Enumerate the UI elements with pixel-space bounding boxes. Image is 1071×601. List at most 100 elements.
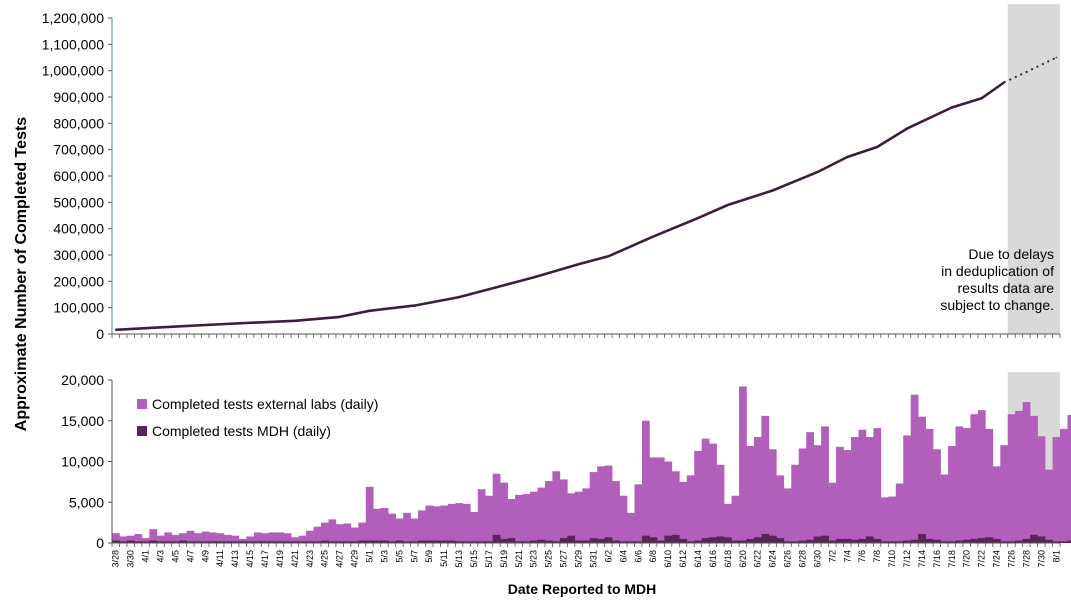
x-tick-label: 6/26 <box>783 550 793 568</box>
x-tick-label: 6/22 <box>753 550 763 568</box>
x-tick-label: 6/16 <box>708 550 718 568</box>
external-labs-bar <box>1007 414 1016 543</box>
x-tick-label: 4/5 <box>170 550 180 563</box>
mdh-bar <box>783 541 792 543</box>
external-labs-bar <box>567 493 576 543</box>
mdh-bar <box>507 538 516 543</box>
external-labs-bar <box>739 386 747 543</box>
x-tick-label: 7/18 <box>947 550 957 568</box>
x-tick-label: 5/13 <box>454 550 464 568</box>
external-labs-bar <box>223 534 232 543</box>
mdh-bar <box>298 541 307 543</box>
external-labs-bar <box>925 428 934 543</box>
external-labs-bar <box>1015 410 1023 543</box>
external-labs-bar <box>544 481 553 543</box>
external-labs-bar <box>873 428 882 543</box>
mdh-bar <box>746 538 755 543</box>
external-labs-bar <box>612 481 620 543</box>
mdh-bar <box>589 538 598 543</box>
mdh-bar <box>328 541 337 543</box>
cumulative-point <box>771 189 774 192</box>
mdh-bar <box>388 541 396 543</box>
external-labs-bar <box>403 512 411 543</box>
external-labs-bar <box>358 522 367 543</box>
legend: Completed tests external labs (daily) Com… <box>126 390 426 446</box>
external-labs-bar <box>1030 415 1038 543</box>
external-labs-bar <box>865 437 874 543</box>
mdh-bar <box>828 540 837 543</box>
external-labs-bar <box>828 482 837 543</box>
mdh-bar <box>865 536 874 543</box>
mdh-bar <box>179 540 187 543</box>
external-labs-bar <box>716 464 725 543</box>
x-axis-title: Date Reported to MDH <box>508 581 657 597</box>
mdh-bar <box>977 538 986 543</box>
mdh-bar <box>223 541 232 543</box>
mdh-bar <box>544 540 553 543</box>
x-tick-label: 6/10 <box>663 550 673 568</box>
external-labs-bar <box>850 437 859 543</box>
x-tick-label: 6/8 <box>648 550 658 563</box>
x-tick-label: 6/2 <box>603 550 613 563</box>
mdh-bar <box>156 541 165 543</box>
mdh-bar <box>895 541 904 543</box>
cumulative-point <box>234 322 236 325</box>
external-labs-bar <box>992 466 1001 543</box>
external-labs-bar <box>515 494 523 543</box>
external-labs-bar <box>574 491 583 543</box>
external-labs-bar <box>492 473 501 543</box>
mdh-bar <box>910 539 919 543</box>
mdh-bar <box>768 535 777 543</box>
mdh-bar <box>604 537 613 543</box>
mdh-bar <box>470 541 479 543</box>
shaded-note-line: subject to change. <box>940 297 1054 313</box>
external-labs-bar <box>388 513 396 543</box>
x-tick-label: 8/1 <box>1051 550 1061 563</box>
external-labs-bar <box>649 457 658 543</box>
external-labs-bar <box>671 471 680 543</box>
y-tick-label: 900,000 <box>53 89 104 105</box>
external-labs-bar <box>627 512 635 543</box>
mdh-bar <box>850 539 859 543</box>
x-tick-label: 7/14 <box>917 550 927 568</box>
mdh-bar <box>164 541 173 543</box>
external-labs-bar <box>641 420 650 543</box>
mdh-bar <box>574 540 583 543</box>
x-tick-label: 7/16 <box>932 550 942 568</box>
external-labs-bar <box>955 426 964 543</box>
mdh-bar <box>335 541 344 543</box>
mdh-bar <box>597 538 605 543</box>
y-axis-title: Approximate Number of Completed Tests <box>13 117 30 432</box>
external-labs-bar <box>231 535 240 543</box>
mdh-bar <box>268 541 277 543</box>
x-tick-label: 6/4 <box>618 550 628 563</box>
mdh-bar <box>694 540 703 543</box>
x-tick-label: 6/6 <box>633 550 643 563</box>
mdh-bar <box>350 541 359 543</box>
mdh-bar <box>246 541 255 543</box>
external-labs-bar <box>940 474 949 543</box>
external-labs-bar <box>694 450 703 543</box>
mdh-bar <box>962 539 971 543</box>
mdh-bar <box>955 540 964 543</box>
external-labs-bar <box>410 518 419 543</box>
mdh-bar <box>1015 540 1023 543</box>
external-labs-bar <box>537 487 546 543</box>
x-tick-label: 4/17 <box>260 550 270 568</box>
x-tick-label: 5/3 <box>380 550 390 563</box>
mdh-bar <box>821 535 829 543</box>
external-labs-bar <box>1022 402 1031 543</box>
y-tick-label: 20,000 <box>61 372 104 388</box>
external-labs-bar <box>253 532 262 543</box>
cumulative-point <box>174 325 177 328</box>
external-labs-bar <box>306 530 314 543</box>
external-labs-bar <box>321 522 329 543</box>
mdh-bar <box>552 541 561 543</box>
mdh-bar <box>627 541 635 543</box>
external-labs-bar <box>843 450 852 543</box>
mdh-bar <box>873 538 882 543</box>
mdh-bar <box>656 540 665 543</box>
x-tick-label: 4/9 <box>200 550 210 563</box>
cumulative-point <box>1055 56 1058 59</box>
external-labs-bar <box>343 523 352 543</box>
